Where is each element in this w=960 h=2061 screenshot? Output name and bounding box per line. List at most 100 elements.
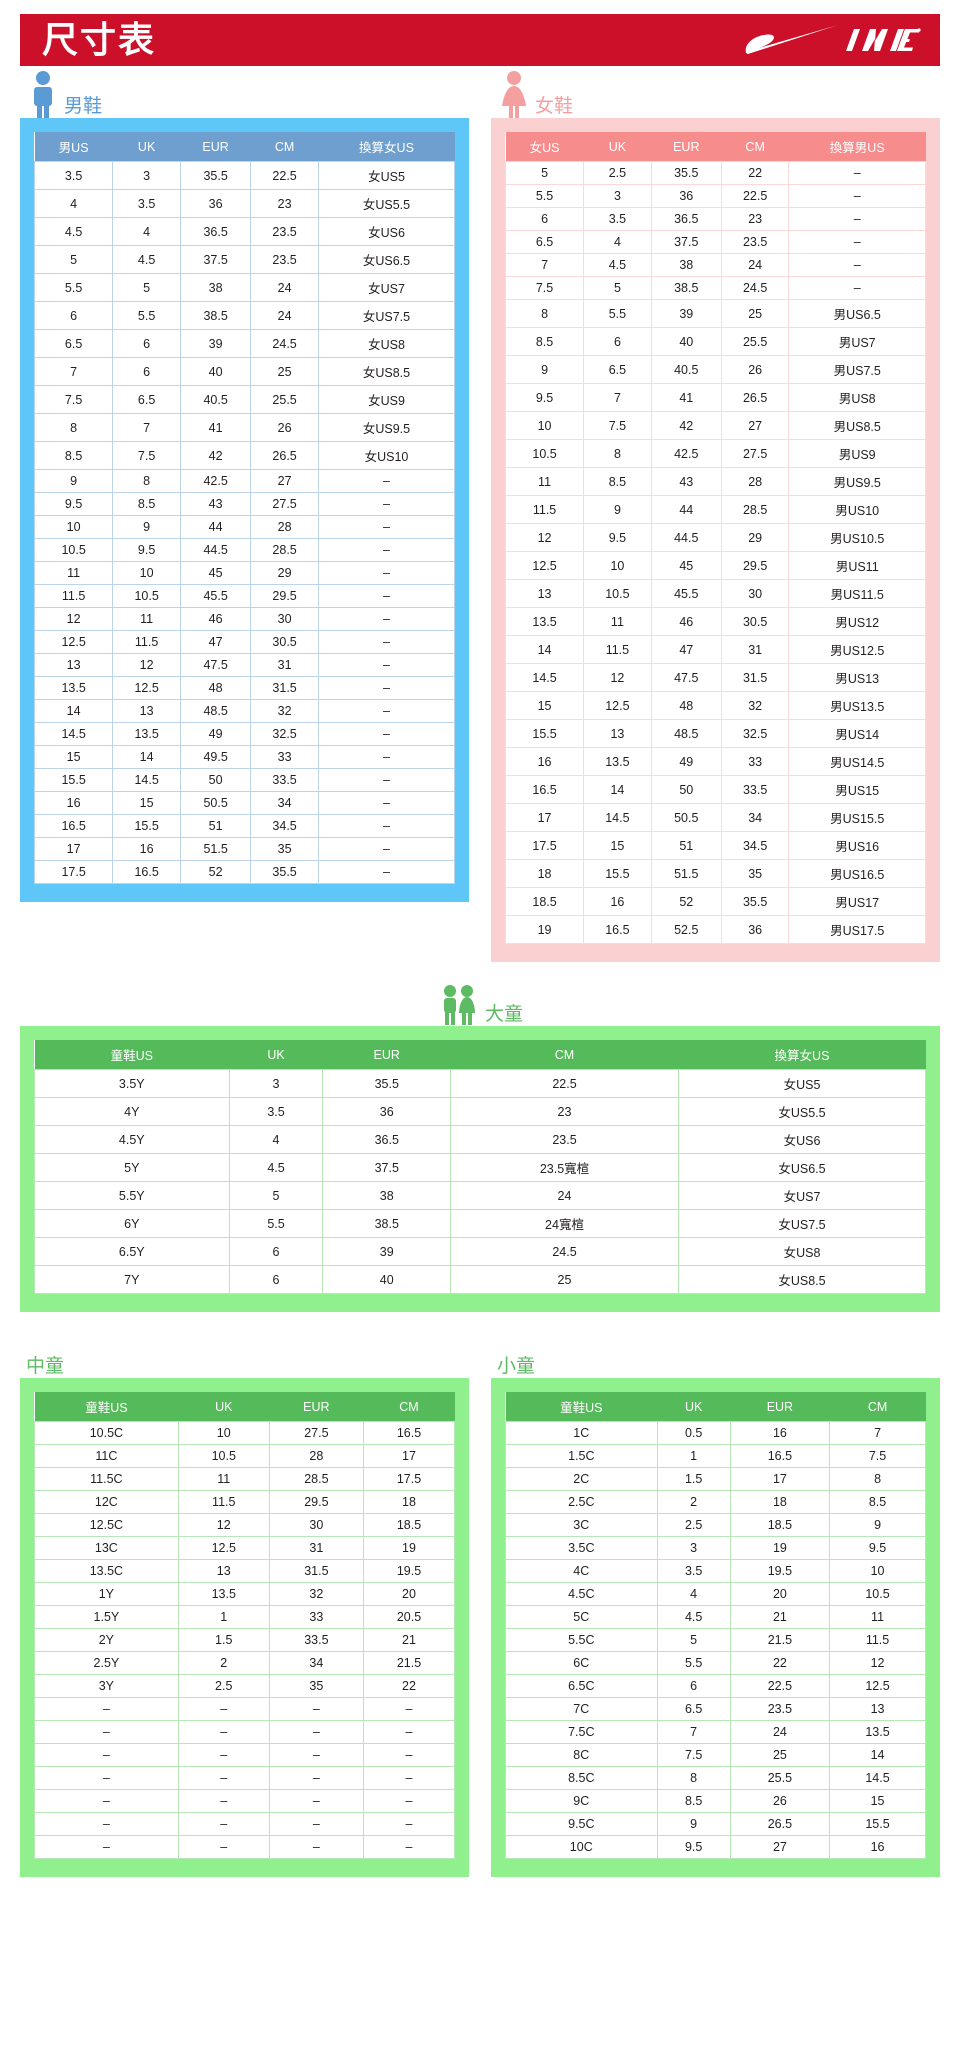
table-cell: 8 bbox=[33, 413, 114, 442]
table-cell: 16 bbox=[504, 747, 585, 776]
table-cell: 15 bbox=[504, 691, 585, 720]
table-cell: – bbox=[788, 253, 926, 277]
table-cell: 2 bbox=[656, 1490, 731, 1514]
table-cell: 13 bbox=[583, 719, 652, 748]
table-cell: – bbox=[363, 1766, 455, 1790]
table-cell: 28 bbox=[720, 467, 790, 496]
table-cell: 35.5 bbox=[720, 887, 790, 916]
table-cell: – bbox=[317, 676, 456, 700]
table-cell: 27.5 bbox=[720, 439, 790, 468]
table-cell: 26 bbox=[720, 355, 790, 384]
table-cell: – bbox=[268, 1812, 365, 1836]
table-cell: 37.5 bbox=[322, 1153, 452, 1182]
table-row: 17 16 51.5 35– bbox=[33, 837, 456, 861]
table-cell: 5 bbox=[583, 276, 652, 300]
table-header-row: 童鞋US UK EUR CM bbox=[34, 1392, 455, 1422]
table-row: 9.5 8.5 43 27.5– bbox=[33, 492, 456, 516]
table-cell: 9C bbox=[505, 1789, 658, 1813]
mid-kids-table-head: 童鞋US UK EUR CM bbox=[34, 1392, 455, 1422]
table-row: 14 13 48.5 32– bbox=[33, 699, 456, 723]
table-cell: 12.5 bbox=[112, 676, 181, 700]
table-cell: 40 bbox=[322, 1265, 452, 1294]
table-cell: 31 bbox=[250, 653, 319, 677]
table-cell: 25.5 bbox=[250, 385, 319, 414]
table-cell: 26.5 bbox=[720, 383, 790, 412]
table-cell: 39 bbox=[650, 299, 722, 328]
table-row: 10.5C 10 27.5 16.5 bbox=[34, 1421, 455, 1445]
table-cell: 10.5 bbox=[33, 538, 114, 562]
table-cell: 4C bbox=[505, 1559, 658, 1583]
table-cell: – bbox=[268, 1766, 365, 1790]
table-cell: 3 bbox=[112, 161, 181, 190]
table-cell: 5 bbox=[656, 1628, 731, 1652]
table-cell: 34 bbox=[250, 791, 319, 815]
table-cell: 42 bbox=[650, 411, 722, 440]
table-cell: 13 bbox=[112, 699, 181, 723]
table-row: 13.5 12.5 48 31.5– bbox=[33, 676, 456, 700]
table-cell: 32 bbox=[250, 699, 319, 723]
table-cell: 11 bbox=[177, 1467, 270, 1491]
table-cell: 11.5 bbox=[177, 1490, 270, 1514]
table-cell: 男US14 bbox=[788, 719, 926, 748]
table-cell: 38.5 bbox=[650, 276, 722, 300]
table-cell: 15 bbox=[829, 1789, 926, 1813]
table-cell: 男US13.5 bbox=[788, 691, 926, 720]
table-cell: 8.5C bbox=[505, 1766, 658, 1790]
table-cell: 16.5 bbox=[583, 915, 652, 944]
table-row: 17 14.5 50.5 34 男US15.5 bbox=[504, 803, 926, 832]
header-banner: 尺寸表 bbox=[20, 14, 940, 66]
table-cell: 13.5 bbox=[112, 722, 181, 746]
table-row: 13 12 47.5 31– bbox=[33, 653, 456, 677]
table-cell: 男US10 bbox=[788, 495, 926, 524]
table-row: 18.5 16 52 35.5 男US17 bbox=[504, 887, 926, 916]
table-cell: 33 bbox=[720, 747, 790, 776]
table-row: 8.5C 8 25.5 14.5 bbox=[505, 1766, 926, 1790]
men-table-body: 3.5 3 35.5 22.5 女US5 4 3.5 36 23 女US5.5 4.5 4 36.5 23… bbox=[33, 161, 456, 884]
table-row: 16 15 50.5 34– bbox=[33, 791, 456, 815]
table-cell: 31.5 bbox=[268, 1559, 365, 1583]
table-row: 15.5 14.5 50 33.5– bbox=[33, 768, 456, 792]
table-cell: 5.5 bbox=[656, 1651, 731, 1675]
col-header: UK bbox=[229, 1040, 323, 1070]
table-cell: 35 bbox=[268, 1674, 365, 1698]
table-cell: 7 bbox=[33, 357, 114, 386]
table-cell: – bbox=[363, 1720, 455, 1744]
table-cell: 52 bbox=[179, 860, 252, 884]
table-cell: 15 bbox=[583, 831, 652, 860]
table-cell: 23 bbox=[450, 1097, 679, 1126]
table-cell: 6 bbox=[33, 301, 114, 330]
table-cell: 34 bbox=[268, 1651, 365, 1675]
table-cell: 2Y bbox=[34, 1628, 179, 1652]
table-row: 10C 9.5 27 16 bbox=[505, 1835, 926, 1859]
table-row: 1Y 13.5 32 20 bbox=[34, 1582, 455, 1606]
table-cell: 8 bbox=[504, 299, 585, 328]
table-cell: 4Y bbox=[34, 1097, 230, 1126]
table-row: 10.5 8 42.5 27.5 男US9 bbox=[504, 439, 926, 468]
table-cell: 12 bbox=[112, 653, 181, 677]
col-header: EUR bbox=[269, 1392, 364, 1422]
table-row: 2.5C 2 18 8.5 bbox=[505, 1490, 926, 1514]
table-header-row: 童鞋US UK EUR CM 換算女US bbox=[34, 1040, 926, 1070]
table-cell: – bbox=[317, 745, 456, 769]
table-cell: 16 bbox=[583, 887, 652, 916]
table-cell: 47 bbox=[179, 630, 252, 654]
table-cell: 女US10 bbox=[317, 441, 456, 470]
table-cell: 14.5 bbox=[829, 1766, 926, 1790]
table-cell: 33 bbox=[268, 1605, 365, 1629]
small-kids-table-head: 童鞋US UK EUR CM bbox=[505, 1392, 926, 1422]
men-table-head: 男US UK EUR CM 換算女US bbox=[34, 132, 455, 162]
table-row: 2Y 1.5 33.5 21 bbox=[34, 1628, 455, 1652]
table-row: 13.5C 13 31.5 19.5 bbox=[34, 1559, 455, 1583]
table-cell: – bbox=[363, 1743, 455, 1767]
table-cell: 11 bbox=[33, 561, 114, 585]
table-cell: 3.5Y bbox=[34, 1069, 230, 1098]
table-cell: 24 bbox=[729, 1720, 831, 1744]
table-cell: 4 bbox=[112, 217, 181, 246]
table-cell: 33 bbox=[250, 745, 319, 769]
col-header: 換算女US bbox=[678, 1040, 926, 1070]
table-cell: 16 bbox=[729, 1421, 831, 1445]
table-cell: 4 bbox=[583, 230, 652, 254]
table-cell: 15.5 bbox=[583, 859, 652, 888]
table-cell: 47.5 bbox=[179, 653, 252, 677]
table-cell: 25.5 bbox=[729, 1766, 831, 1790]
